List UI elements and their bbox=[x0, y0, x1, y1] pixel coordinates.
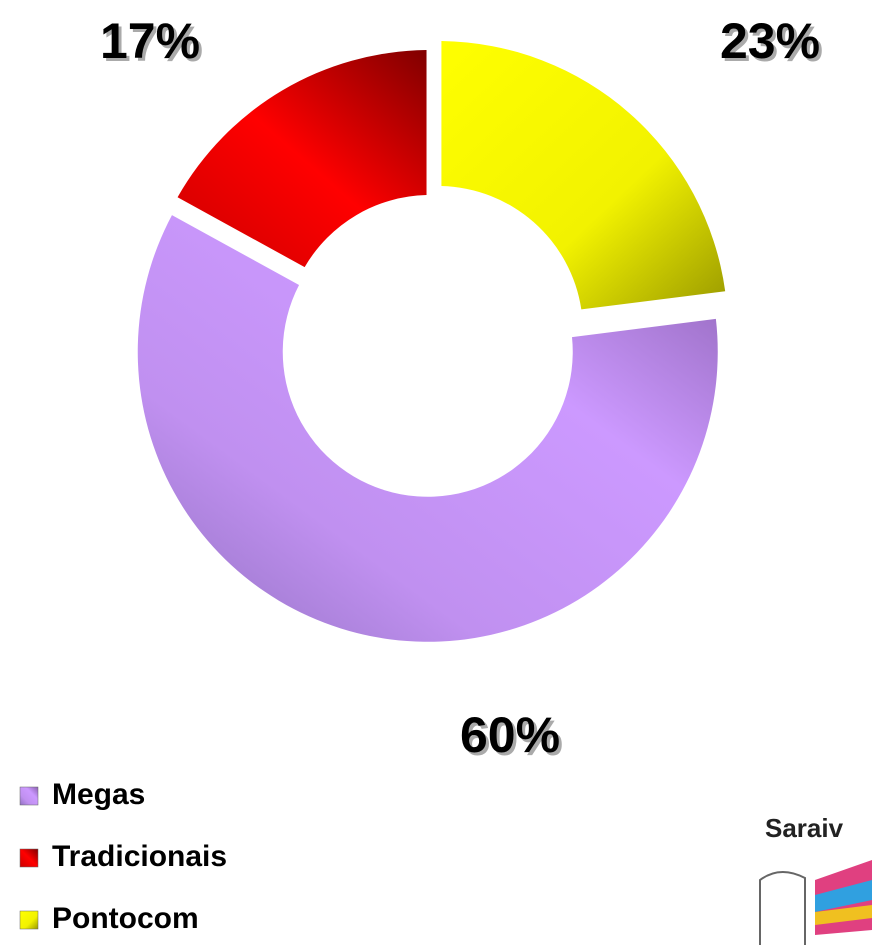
legend-swatch bbox=[19, 848, 39, 868]
legend-label: Megas bbox=[52, 778, 145, 811]
logo-text: Saraiv bbox=[765, 813, 844, 843]
logo-stripes bbox=[815, 905, 872, 925]
logo-stripes bbox=[815, 880, 872, 912]
legend-swatch bbox=[19, 786, 39, 806]
legend-swatch bbox=[19, 910, 39, 930]
donut-slice bbox=[137, 215, 718, 642]
donut-slice bbox=[177, 50, 427, 268]
data-label: 23% bbox=[720, 13, 820, 69]
logo: Saraiv bbox=[759, 813, 872, 945]
label-shadow: 60% bbox=[463, 710, 563, 766]
data-label: 17% bbox=[100, 13, 200, 69]
logo-book bbox=[759, 871, 806, 945]
label-shadow: 23% bbox=[723, 16, 823, 72]
data-label: 60% bbox=[460, 707, 560, 763]
donut-slice bbox=[441, 41, 726, 310]
legend-label: Pontocom bbox=[52, 902, 199, 935]
legend-label: Tradicionais bbox=[52, 840, 227, 873]
label-shadow: 17% bbox=[103, 16, 203, 72]
